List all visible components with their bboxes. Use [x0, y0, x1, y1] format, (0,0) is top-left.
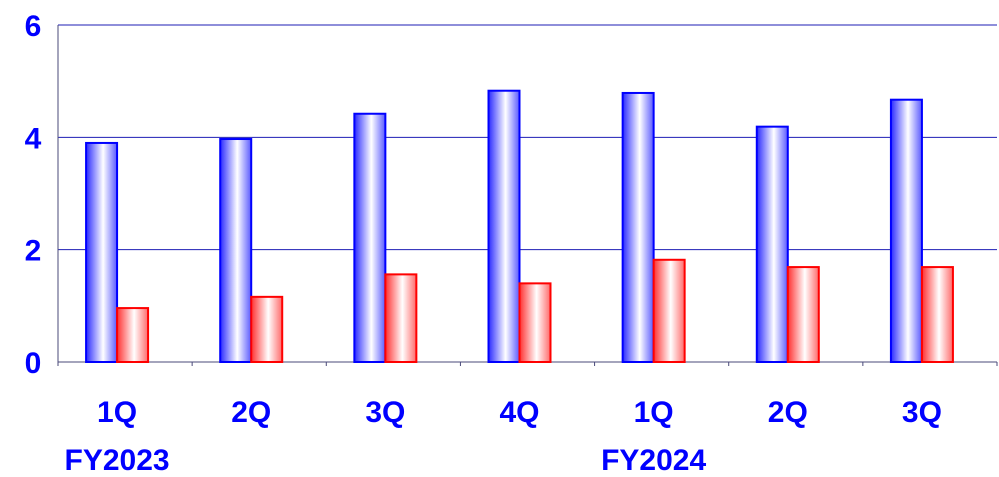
y-tick-label: 4	[25, 122, 42, 155]
x-category-label: 2Q	[231, 396, 271, 429]
bar-series-2	[384, 273, 418, 364]
bar-series-1	[889, 98, 923, 364]
bar-series-2	[518, 282, 552, 363]
y-tick-label: 6	[25, 10, 42, 43]
bar-series-1	[755, 125, 789, 363]
bar-series-2	[920, 266, 954, 364]
bar-series-2	[786, 266, 820, 364]
y-tick-label: 0	[25, 347, 42, 380]
bar-series-2	[250, 295, 284, 364]
bar-series-1	[353, 112, 387, 363]
bar-series-2	[116, 307, 150, 363]
axis-labels: 0 2 4 6 1Q 2Q 3Q 4Q 1Q 2Q 3Q FY2023 FY2024	[25, 10, 942, 477]
x-category-label: 3Q	[365, 396, 405, 429]
bars	[85, 89, 954, 364]
x-group-label: FY2023	[65, 444, 170, 477]
x-category-label: 1Q	[97, 396, 137, 429]
x-category-label: 4Q	[499, 396, 539, 429]
x-category-label: 2Q	[768, 396, 808, 429]
x-category-label: 1Q	[634, 396, 674, 429]
bar-series-1	[621, 91, 655, 363]
x-group-label: FY2024	[601, 444, 706, 477]
bar-series-1	[487, 89, 521, 363]
y-tick-label: 2	[25, 235, 42, 268]
bar-series-1	[85, 141, 119, 363]
x-category-label: 3Q	[902, 396, 942, 429]
bar-series-1	[219, 138, 253, 363]
bar-series-2	[652, 258, 686, 364]
